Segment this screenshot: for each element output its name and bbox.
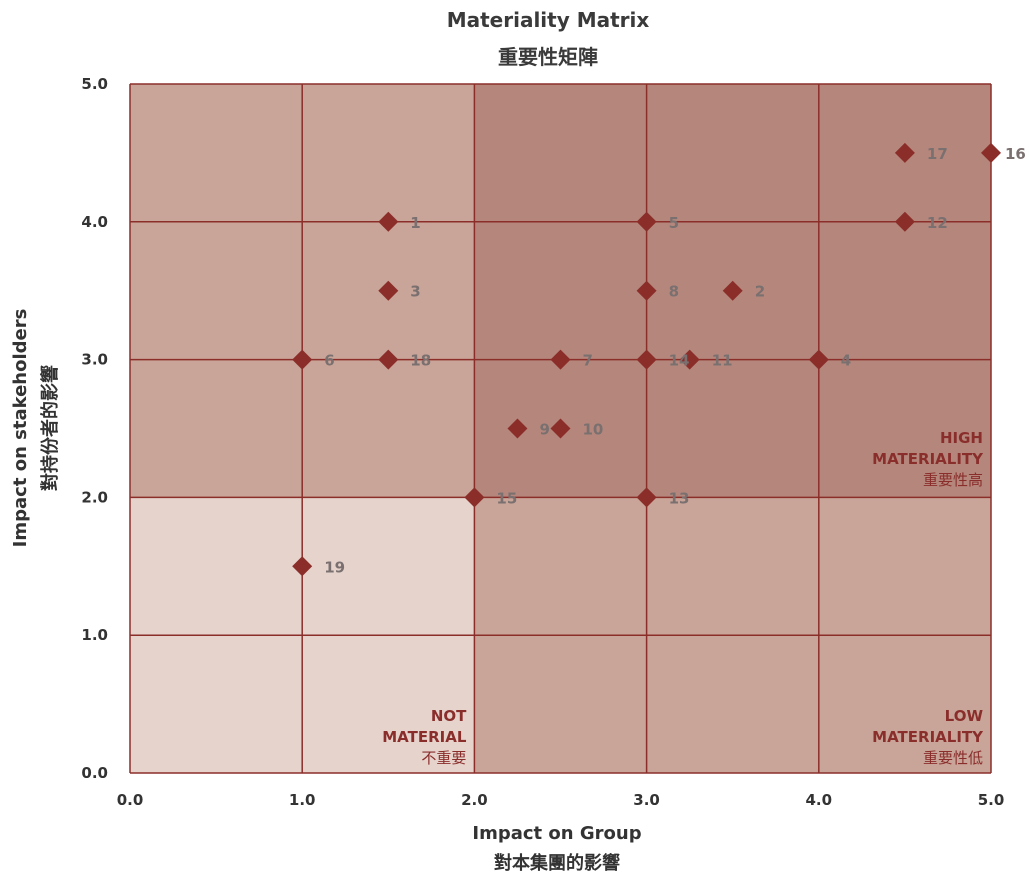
x-tick-label: 1.0: [289, 791, 316, 809]
data-point-label-13: 13: [669, 489, 690, 507]
data-point-label-5: 5: [669, 214, 679, 232]
data-point-label-16: 16: [1005, 145, 1026, 163]
data-point-9: [507, 418, 528, 439]
zone-label-not: 不重要: [421, 749, 466, 767]
y-axis-title: Impact on stakeholders: [10, 309, 31, 548]
data-point-label-4: 4: [841, 352, 851, 370]
zone-label-low: 重要性低: [923, 749, 983, 767]
data-point-6: [292, 349, 313, 370]
y-tick-label: 4.0: [81, 213, 108, 231]
axis-ticks: 0.0 1.0 2.0 3.0 4.0 5.0 0.0 1.0 2.0 3.0 4.0 5.0: [81, 75, 1004, 809]
zone-label-low: LOW: [945, 707, 984, 725]
data-point-label-2: 2: [755, 283, 765, 301]
data-point-label-17: 17: [927, 145, 948, 163]
data-point-label-7: 7: [583, 352, 593, 370]
data-point-13: [636, 487, 657, 508]
zone-label-high: MATERIALITY: [872, 450, 984, 468]
data-point-1: [378, 211, 399, 232]
x-tick-label: 2.0: [461, 791, 488, 809]
data-point-18: [378, 349, 399, 370]
chart-subtitle: 重要性矩陣: [498, 45, 598, 69]
data-point-17: [894, 142, 915, 163]
data-point-7: [550, 349, 571, 370]
data-point-5: [636, 211, 657, 232]
x-axis-subtitle: 對本集團的影響: [494, 852, 620, 874]
y-tick-label: 1.0: [81, 626, 108, 644]
y-tick-label: 5.0: [81, 75, 108, 93]
x-tick-label: 4.0: [806, 791, 833, 809]
data-point-10: [550, 418, 571, 439]
x-tick-label: 5.0: [978, 791, 1005, 809]
zone-label-low: MATERIALITY: [872, 728, 984, 746]
data-point-11: [679, 349, 700, 370]
zone-label-high: 重要性高: [923, 471, 983, 489]
zone-label-not: MATERIAL: [382, 728, 467, 746]
y-tick-label: 2.0: [81, 488, 108, 506]
data-point-label-8: 8: [669, 283, 679, 301]
chart-title: Materiality Matrix: [447, 8, 650, 32]
data-point-14: [636, 349, 657, 370]
zone-label-high: HIGH: [940, 429, 983, 447]
zone-labels: HIGH MATERIALITY 重要性高 LOW MATERIALITY 重要性低 NOT…: [382, 429, 984, 767]
data-point-label-1: 1: [410, 214, 420, 232]
y-tick-label: 0.0: [81, 764, 108, 782]
y-tick-label: 3.0: [81, 351, 108, 369]
data-point-label-6: 6: [324, 352, 334, 370]
data-point-12: [894, 211, 915, 232]
zone-label-not: NOT: [431, 707, 467, 725]
data-point-2: [722, 280, 743, 301]
data-point-16: [981, 142, 1001, 163]
data-point-8: [636, 280, 657, 301]
data-point-label-10: 10: [583, 421, 604, 439]
data-point-label-9: 9: [539, 421, 549, 439]
data-point-label-11: 11: [712, 352, 733, 370]
data-point-15: [464, 487, 485, 508]
data-point-label-12: 12: [927, 214, 948, 232]
x-tick-label: 3.0: [633, 791, 660, 809]
data-point-label-3: 3: [410, 283, 420, 301]
data-point-4: [808, 349, 829, 370]
data-point-3: [378, 280, 399, 301]
data-point-19: [292, 556, 313, 577]
data-point-label-14: 14: [669, 352, 690, 370]
data-point-label-18: 18: [410, 352, 431, 370]
y-axis-subtitle: 對持份者的影響: [39, 365, 61, 491]
x-tick-label: 0.0: [117, 791, 144, 809]
x-axis-title: Impact on Group: [472, 823, 641, 844]
data-point-label-15: 15: [496, 489, 517, 507]
data-point-label-19: 19: [324, 558, 345, 576]
